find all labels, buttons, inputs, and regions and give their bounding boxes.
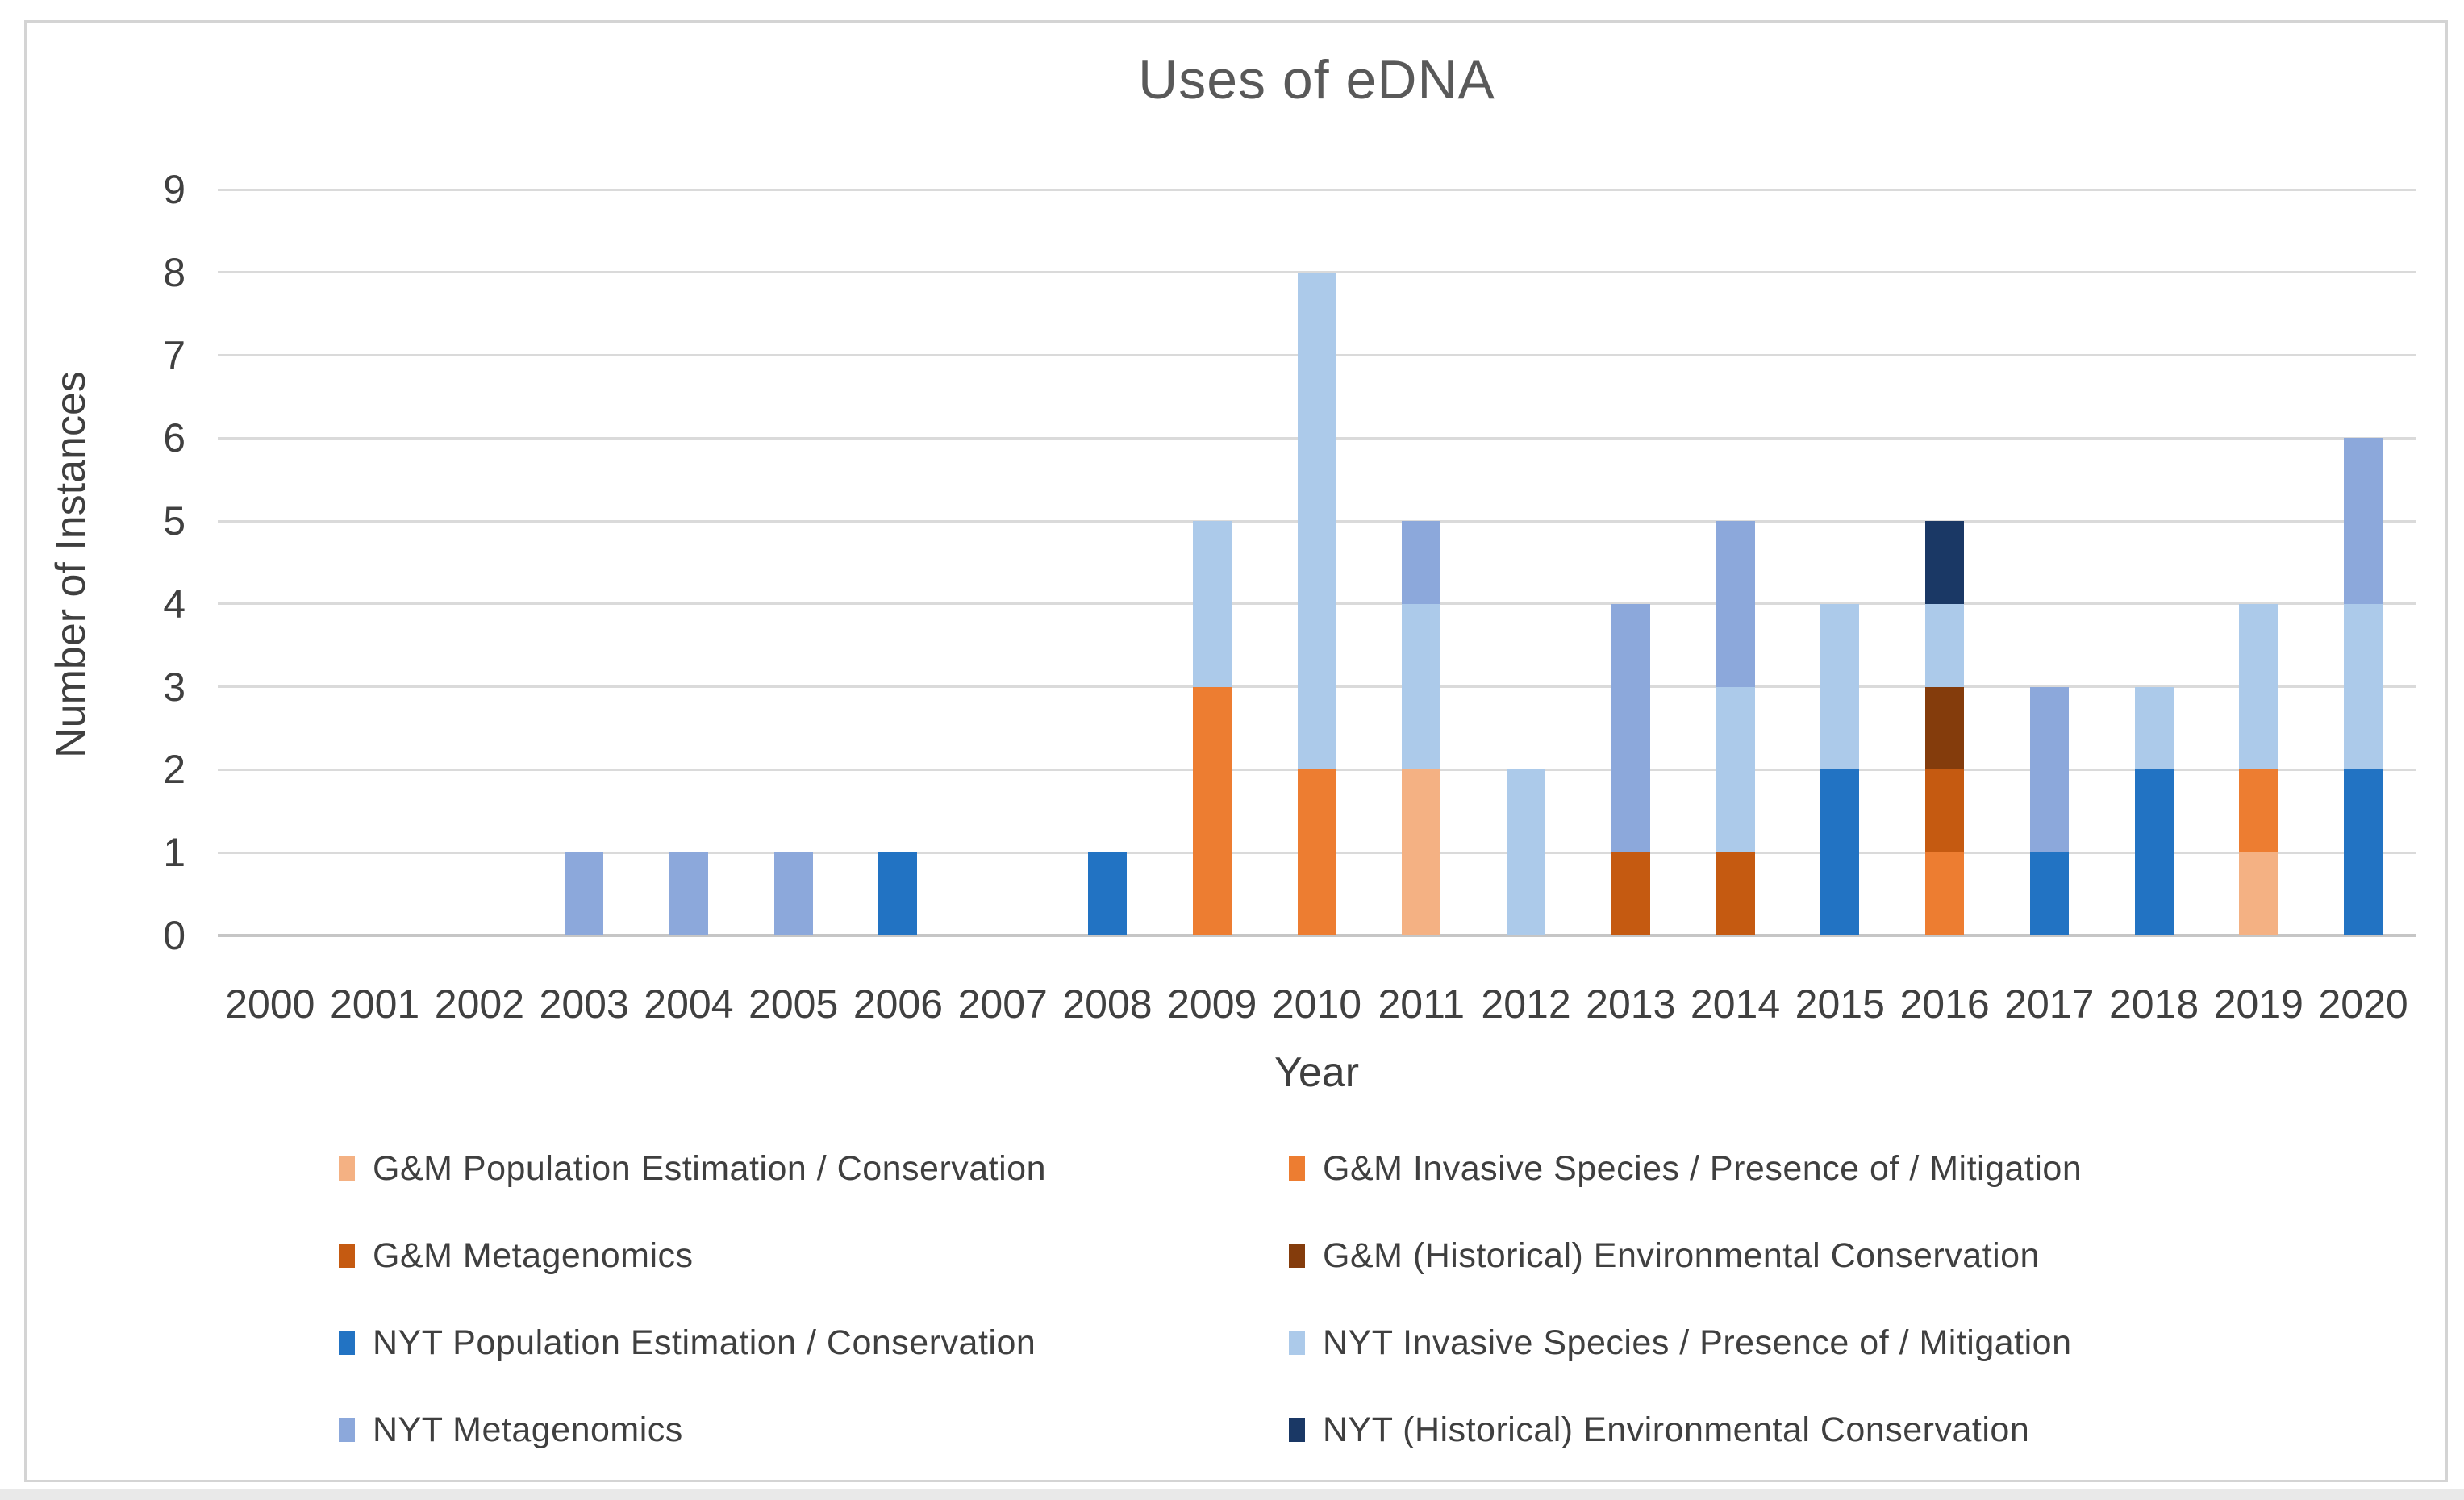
bar-segment [1925, 769, 1965, 853]
bar-segment [669, 852, 708, 935]
page-edge [0, 1489, 2464, 1500]
bar-segment [2239, 603, 2278, 770]
legend-swatch-icon [1289, 1244, 1305, 1268]
y-tick-label: 4 [163, 581, 186, 627]
x-tick-label: 2015 [1795, 981, 1885, 1027]
bar-segment [1611, 852, 1650, 935]
bar-segment [1820, 769, 1860, 935]
legend-label: NYT Invasive Species / Presence of / Mit… [1323, 1323, 2072, 1362]
y-tick-label: 8 [163, 249, 186, 295]
bar-segment [2029, 686, 2069, 853]
x-tick-label: 2002 [434, 981, 524, 1027]
x-tick-label: 2005 [748, 981, 839, 1027]
x-tick-label: 2000 [225, 981, 315, 1027]
bar-segment [1192, 686, 1232, 935]
legend-item: G&M (Historical) Environmental Conservat… [1289, 1236, 2082, 1275]
bar-segment [2239, 769, 2278, 853]
y-tick-label: 2 [163, 747, 186, 793]
y-tick-label: 7 [163, 332, 186, 378]
bar-segment [1192, 521, 1232, 687]
bar-segment [2344, 769, 2383, 935]
bar-segment [1297, 272, 1336, 770]
bar-segment [878, 852, 918, 935]
legend-swatch-icon [1289, 1331, 1305, 1355]
legend-item: NYT Invasive Species / Presence of / Mit… [1289, 1323, 2082, 1362]
legend-item: NYT Population Estimation / Conservation [339, 1323, 1289, 1362]
legend-item: G&M Population Estimation / Conservation [339, 1149, 1289, 1188]
legend-swatch-icon [339, 1418, 355, 1442]
bar-segment [2344, 438, 2383, 604]
x-tick-label: 2014 [1690, 981, 1781, 1027]
bar-segment [2344, 603, 2383, 770]
legend-label: NYT Population Estimation / Conservation [373, 1323, 1036, 1362]
bar-segment [2239, 852, 2278, 935]
x-tick-label: 2006 [853, 981, 944, 1027]
x-tick-label: 2007 [957, 981, 1048, 1027]
gridline-h [218, 188, 2416, 191]
x-tick-label: 2004 [644, 981, 734, 1027]
legend-item: G&M Invasive Species / Presence of / Mit… [1289, 1149, 2082, 1188]
bar-segment [2134, 686, 2174, 770]
legend-label: G&M Metagenomics [373, 1235, 694, 1275]
bar-segment [1402, 769, 1441, 935]
legend-swatch-icon [339, 1244, 355, 1268]
x-tick-label: 2018 [2108, 981, 2199, 1027]
bar-segment [1925, 521, 1965, 604]
bar-segment [1716, 686, 1755, 853]
x-tick-label: 2016 [1899, 981, 1990, 1027]
legend-swatch-icon [339, 1156, 355, 1181]
x-tick-label: 2011 [1378, 981, 1465, 1027]
bar-segment [1820, 603, 1860, 770]
y-axis-title: Number of Instances [48, 371, 94, 758]
bar-segment [1925, 852, 1965, 935]
legend-label: NYT (Historical) Environmental Conservat… [1323, 1410, 2030, 1449]
legend: G&M Population Estimation / Conservation… [339, 1149, 2082, 1449]
legend-label: G&M Population Estimation / Conservation [373, 1148, 1047, 1188]
legend-swatch-icon [1289, 1418, 1305, 1442]
x-tick-label: 2003 [539, 981, 629, 1027]
bar-segment [1402, 603, 1441, 770]
chart-title: Uses of eDNA [1138, 49, 1495, 110]
y-tick-label: 9 [163, 167, 186, 212]
legend-item: NYT (Historical) Environmental Conservat… [1289, 1410, 2082, 1449]
x-tick-label: 2001 [330, 981, 420, 1027]
x-tick-label: 2017 [2004, 981, 2095, 1027]
legend-label: G&M Invasive Species / Presence of / Mit… [1323, 1148, 2083, 1188]
bar-segment [1297, 769, 1336, 935]
y-tick-label: 3 [163, 664, 186, 710]
bar-segment [1925, 603, 1965, 687]
bar-segment [1087, 852, 1127, 935]
y-tick-label: 6 [163, 415, 186, 461]
x-tick-label: 2012 [1481, 981, 1571, 1027]
legend-item: G&M Metagenomics [339, 1236, 1289, 1275]
bar-segment [1716, 852, 1755, 935]
x-tick-label: 2013 [1586, 981, 1676, 1027]
bar-segment [2134, 769, 2174, 935]
bar-segment [773, 852, 813, 935]
legend-item: NYT Metagenomics [339, 1410, 1289, 1449]
bar-segment [565, 852, 604, 935]
x-tick-label: 2019 [2213, 981, 2303, 1027]
bar-segment [1611, 603, 1650, 853]
y-tick-label: 1 [163, 830, 186, 876]
bar-segment [1402, 521, 1441, 604]
bar-segment [1925, 686, 1965, 770]
bar-segment [1507, 769, 1546, 935]
legend-swatch-icon [1289, 1156, 1305, 1181]
legend-label: G&M (Historical) Environmental Conservat… [1323, 1235, 2040, 1275]
x-tick-label: 2010 [1271, 981, 1362, 1027]
bar-segment [2029, 852, 2069, 935]
x-tick-label: 2020 [2318, 981, 2408, 1027]
x-axis-title: Year [1274, 1049, 1360, 1096]
x-tick-label: 2008 [1062, 981, 1153, 1027]
y-tick-label: 5 [163, 498, 186, 544]
x-tick-label: 2009 [1167, 981, 1257, 1027]
y-tick-label: 0 [163, 913, 186, 958]
legend-label: NYT Metagenomics [373, 1410, 683, 1449]
bar-segment [1716, 521, 1755, 687]
legend-swatch-icon [339, 1331, 355, 1355]
x-axis-baseline [218, 934, 2416, 937]
